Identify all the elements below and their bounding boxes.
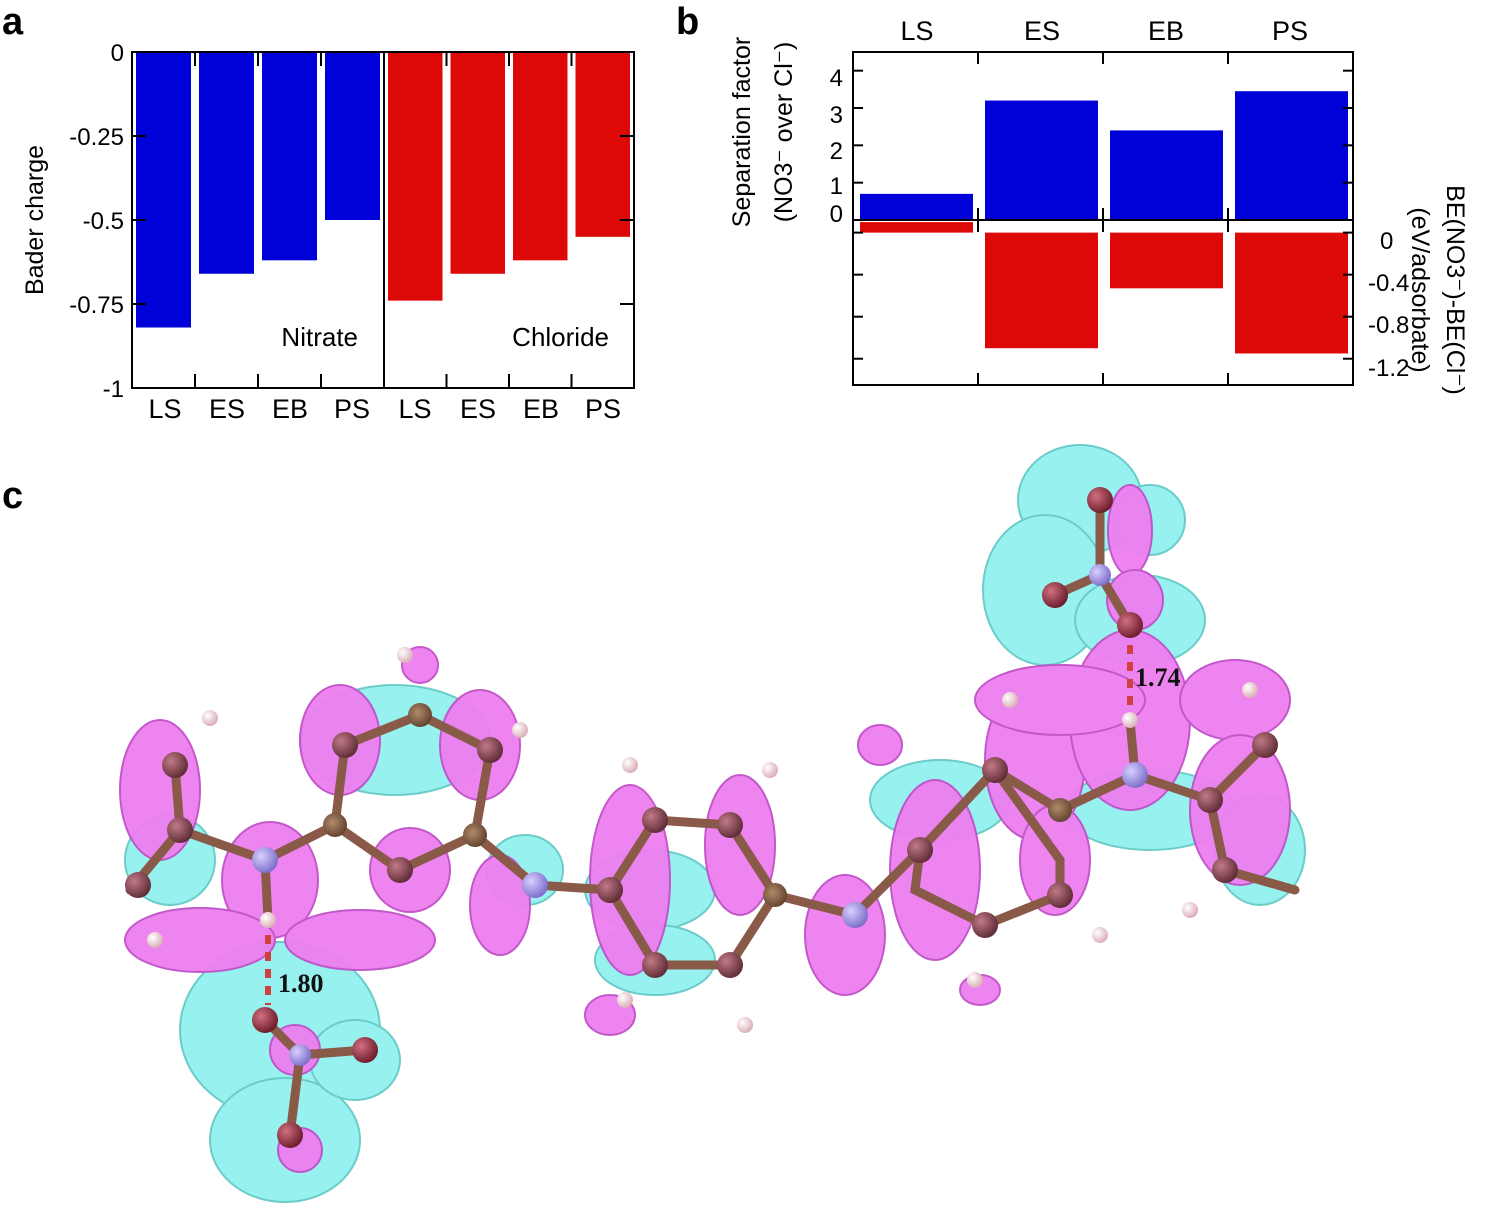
a-bar-nitrate-ls: [136, 52, 191, 328]
a-bar-chloride-ps: [575, 52, 630, 237]
panel-a-bader-chart: 0 -0.25 -0.5 -0.75 -1 Bader charge Nitra…: [21, 40, 635, 424]
b-bottom-ytick-2: -0.8: [1368, 312, 1409, 339]
a-xtick-nitrate-ls: LS: [148, 394, 181, 424]
panel-a-bars: [136, 52, 630, 328]
distance-label-left: 1.80: [278, 969, 324, 998]
a-bar-nitrate-ps: [325, 52, 380, 220]
b-xtick-eb: EB: [1148, 16, 1184, 46]
b-xtick-es: ES: [1024, 16, 1060, 46]
panel-a-ticks: [132, 51, 634, 389]
a-bar-chloride-eb: [513, 52, 568, 261]
a-ylabel: Bader charge: [21, 145, 49, 295]
a-ytick-1: -0.25: [69, 124, 124, 151]
a-bar-chloride-es: [450, 52, 505, 274]
a-bar-nitrate-eb: [262, 52, 317, 261]
a-xtick-chloride-ls: LS: [398, 394, 431, 424]
b-top-bar-ps: [1235, 91, 1348, 220]
b-bottom-ytick-1: -0.4: [1368, 270, 1409, 297]
atoms-hydrogen: [147, 647, 1258, 1033]
panel-b-bottom-bars: [860, 222, 1348, 354]
b-top-ytick-1: 1: [830, 173, 843, 200]
b-bottom-ytick-0: 0: [1380, 228, 1393, 255]
b-ylabel-right-line1: BE(NO3⁻)-BE(Cl⁻): [1441, 185, 1469, 395]
b-ylabel-left-line1: Separation factor: [728, 37, 756, 227]
b-ylabel-right-line2: (eV/adsorbate): [1406, 207, 1434, 372]
b-xtick-ls: LS: [900, 16, 933, 46]
a-xtick-nitrate-es: ES: [209, 394, 245, 424]
b-top-ytick-2: 2: [830, 138, 843, 165]
b-top-bar-ls: [860, 193, 973, 220]
a-ytick-3: -0.75: [69, 292, 124, 319]
atoms-bridging-carbon: [323, 703, 1072, 907]
b-top-bar-es: [985, 100, 1098, 220]
a-group-label-chloride: Chloride: [512, 322, 609, 352]
panel-label-c: c: [2, 475, 23, 517]
b-bottom-bar-es: [985, 232, 1098, 349]
a-ytick-2: -0.5: [83, 208, 124, 235]
b-bottom-bar-eb: [1110, 232, 1223, 289]
b-top-ytick-4: 4: [830, 65, 843, 92]
panel-b-top-bars: [860, 91, 1348, 220]
panel-label-a: a: [2, 1, 24, 43]
panel-a-ytick-labels: 0 -0.25 -0.5 -0.75 -1: [69, 40, 124, 403]
b-top-ytick-3: 3: [830, 102, 843, 129]
b-ylabel-left-line2: (NO3⁻ over Cl⁻): [770, 42, 798, 223]
b-xtick-ps: PS: [1272, 16, 1308, 46]
b-bottom-ytick-3: -1.2: [1368, 355, 1409, 382]
a-ytick-0: 0: [111, 40, 124, 67]
b-top-ytick-0: 0: [830, 201, 843, 228]
panel-b-ticks: [853, 52, 1353, 385]
b-top-bar-eb: [1110, 130, 1223, 220]
a-xtick-chloride-ps: PS: [585, 394, 621, 424]
atoms-oxygen: [252, 487, 1143, 1148]
a-xtick-chloride-eb: EB: [523, 394, 559, 424]
a-xtick-chloride-es: ES: [460, 394, 496, 424]
panel-b-separation-chart: LS ES EB PS 0 1 2 3 4 0 -0.4 -0.8 -1.2 S…: [728, 16, 1469, 395]
b-xtick-labels: LS ES EB PS: [900, 16, 1308, 46]
a-bar-nitrate-es: [199, 52, 254, 274]
atoms-nitrogen: [252, 564, 1148, 1066]
a-bar-chloride-ls: [388, 52, 443, 301]
panel-label-b: b: [676, 1, 699, 43]
a-ytick-4: -1: [103, 376, 124, 403]
a-xtick-labels: LS ES EB PS LS ES EB PS: [148, 394, 621, 424]
b-bottom-ytick-labels: 0 -0.4 -0.8 -1.2: [1368, 228, 1409, 382]
a-group-label-nitrate: Nitrate: [281, 322, 358, 352]
a-xtick-nitrate-eb: EB: [272, 394, 308, 424]
b-top-ytick-labels: 0 1 2 3 4: [830, 65, 843, 228]
panel-c-charge-density-image: 1.80 1.74: [119, 444, 1306, 1203]
atoms-carbon: [125, 732, 1278, 978]
b-bottom-bar-ps: [1235, 232, 1348, 354]
hydrogen-bond-dashes: [265, 645, 1133, 1005]
a-xtick-nitrate-ps: PS: [334, 394, 370, 424]
b-bottom-bar-ls: [860, 222, 973, 233]
distance-label-right: 1.74: [1135, 663, 1181, 692]
